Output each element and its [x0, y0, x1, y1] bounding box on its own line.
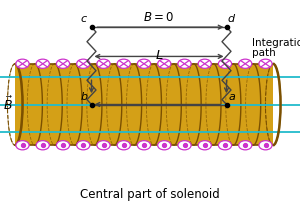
Circle shape	[16, 141, 29, 150]
Text: $d$: $d$	[227, 12, 236, 24]
Circle shape	[117, 59, 130, 68]
Circle shape	[77, 59, 90, 68]
Circle shape	[137, 59, 151, 68]
Circle shape	[36, 59, 50, 68]
Circle shape	[56, 59, 70, 68]
Circle shape	[259, 59, 272, 68]
Circle shape	[117, 141, 130, 150]
Circle shape	[178, 59, 191, 68]
Circle shape	[218, 141, 232, 150]
Circle shape	[178, 141, 191, 150]
Text: Integration: Integration	[252, 38, 300, 48]
Circle shape	[77, 141, 90, 150]
Circle shape	[239, 141, 252, 150]
Text: $B = 0$: $B = 0$	[143, 11, 175, 24]
Circle shape	[259, 141, 272, 150]
Circle shape	[97, 59, 110, 68]
Circle shape	[97, 141, 110, 150]
Circle shape	[198, 141, 212, 150]
Circle shape	[239, 59, 252, 68]
Circle shape	[36, 141, 50, 150]
Text: path: path	[252, 48, 276, 58]
Circle shape	[56, 141, 70, 150]
Text: $b$: $b$	[80, 90, 88, 102]
Bar	[15, 64, 273, 145]
Circle shape	[158, 141, 171, 150]
Circle shape	[16, 59, 29, 68]
Circle shape	[158, 59, 171, 68]
Text: $a$: $a$	[228, 92, 236, 102]
Circle shape	[137, 141, 151, 150]
Text: $c$: $c$	[80, 14, 88, 24]
Circle shape	[218, 59, 232, 68]
Circle shape	[198, 59, 212, 68]
Text: $\vec{B}$: $\vec{B}$	[3, 96, 13, 113]
Text: $L$: $L$	[155, 49, 163, 62]
Text: Central part of solenoid: Central part of solenoid	[80, 188, 220, 201]
